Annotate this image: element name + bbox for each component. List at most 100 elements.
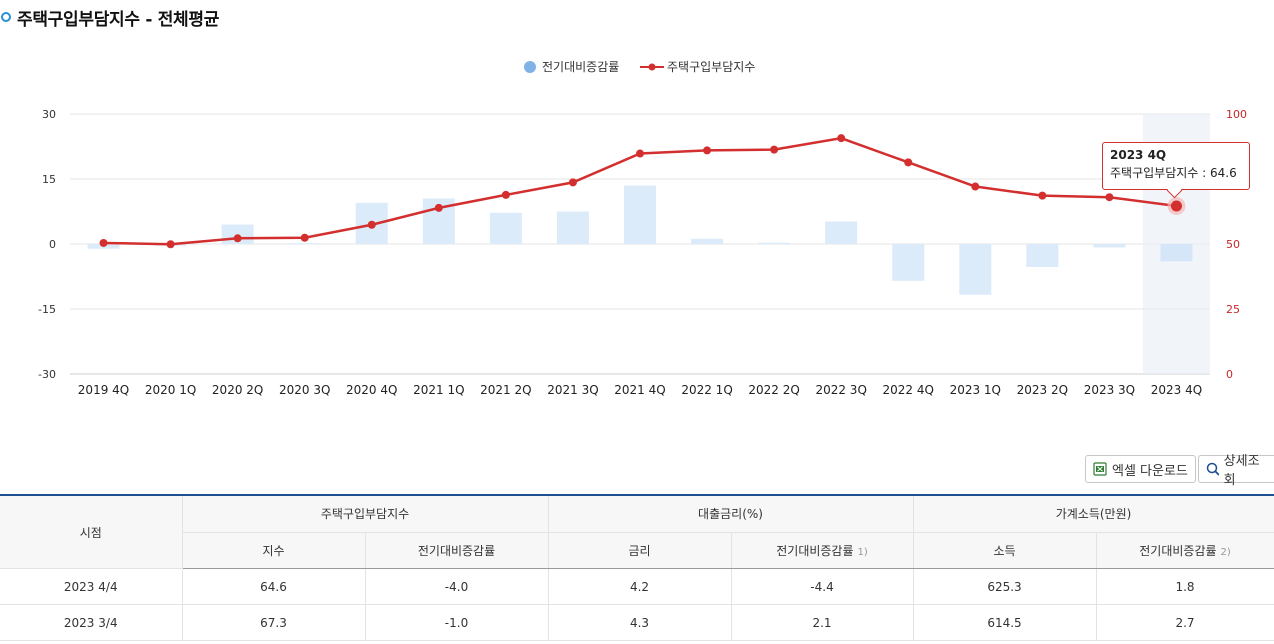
bar[interactable] — [1093, 244, 1126, 248]
y-left-tick-label: -15 — [38, 303, 56, 316]
y-right-tick-label: 50 — [1226, 238, 1240, 251]
x-tick-label: 2021 1Q — [413, 383, 464, 397]
line-point[interactable] — [434, 203, 443, 212]
excel-download-button[interactable]: 엑셀 다운로드 — [1085, 455, 1196, 483]
x-tick-label: 2023 3Q — [1084, 383, 1135, 397]
sub-col: 전기대비증감률 — [364, 531, 549, 569]
y-right-tick-label: 25 — [1226, 303, 1240, 316]
bar[interactable] — [959, 244, 992, 295]
tooltip-label: 주택구입부담지수 — [1110, 166, 1199, 180]
chart-tooltip: 2023 4Q 주택구입부담지수 : 64.6 — [1102, 142, 1250, 190]
table-row: 2023 3/4 67.3 -1.0 4.3 2.1 614.5 2.7 — [0, 604, 1274, 641]
line-point[interactable] — [703, 146, 712, 155]
bar[interactable] — [691, 238, 724, 244]
cell: 4.2 — [547, 568, 732, 605]
col-group-index: 주택구입부담지수 — [181, 494, 549, 533]
bar[interactable] — [892, 244, 925, 281]
line-point[interactable] — [904, 158, 913, 167]
x-tick-label: 2023 2Q — [1017, 383, 1068, 397]
cell: 2023 4/4 — [0, 568, 183, 605]
y-left-tick-label: 0 — [49, 238, 56, 251]
col-group-income: 가계소득(만원) — [912, 494, 1274, 533]
cell: 67.3 — [181, 604, 366, 641]
x-tick-label: 2019 4Q — [78, 383, 129, 397]
legend: 전기대비증감률 주택구입부담지수 — [524, 60, 755, 74]
legend-line-label[interactable]: 주택구입부담지수 — [667, 60, 755, 74]
cell: 614.5 — [912, 604, 1097, 641]
line-point[interactable] — [568, 178, 577, 187]
bar[interactable] — [288, 243, 321, 245]
data-table: 시점 주택구입부담지수 대출금리(%) 가계소득(만원) 지수 전기대비증감률 … — [0, 494, 1274, 641]
gridlines — [70, 113, 1210, 375]
line-point[interactable] — [99, 238, 108, 247]
line-point[interactable] — [971, 182, 980, 191]
bullet-circle-icon — [1, 12, 11, 22]
x-tick-label: 2020 4Q — [346, 383, 397, 397]
table-row: 2023 4/4 64.6 -4.0 4.2 -4.4 625.3 1.8 — [0, 568, 1274, 605]
bar[interactable] — [825, 221, 858, 244]
line-point[interactable] — [837, 134, 846, 143]
detail-search-button[interactable]: 상세조회 — [1198, 454, 1274, 488]
x-tick-label: 2021 2Q — [480, 383, 531, 397]
footnote-1: 1) — [857, 546, 868, 558]
tooltip-title: 2023 4Q — [1110, 148, 1167, 162]
cell: -4.0 — [364, 568, 549, 605]
y-left-tick-label: 30 — [42, 108, 56, 121]
cell: 2023 3/4 — [0, 604, 183, 641]
cell: 1.8 — [1095, 568, 1274, 605]
table-header-row: 시점 주택구입부담지수 대출금리(%) 가계소득(만원) — [0, 494, 1274, 569]
x-tick-label: 2023 4Q — [1151, 383, 1202, 397]
line-point[interactable] — [770, 145, 779, 154]
col-time: 시점 — [0, 494, 183, 569]
y-right-tick-label: 100 — [1226, 108, 1247, 121]
page-title: 주택구입부담지수 - 전체평균 — [17, 9, 220, 30]
x-tick-label: 2023 1Q — [950, 383, 1001, 397]
line-point[interactable] — [636, 149, 644, 158]
sub-col: 소득 — [912, 531, 1097, 569]
col-group-rate: 대출금리(%) — [547, 494, 914, 533]
cell: 64.6 — [181, 568, 366, 605]
x-tick-label: 2022 2Q — [748, 383, 799, 397]
x-tick-label: 2022 4Q — [883, 383, 934, 397]
line-point[interactable] — [300, 233, 309, 242]
sub-col: 전기대비증감률 1) — [730, 531, 914, 569]
bar[interactable] — [758, 242, 791, 244]
bar[interactable] — [624, 185, 656, 245]
x-tick-label: 2020 1Q — [145, 383, 196, 397]
x-tick-label: 2021 4Q — [614, 383, 665, 397]
cell: -4.4 — [730, 568, 914, 605]
bar[interactable] — [489, 212, 522, 244]
line-point[interactable] — [233, 234, 242, 243]
line-point[interactable] — [1105, 193, 1114, 202]
legend-bar-swatch[interactable] — [524, 61, 536, 73]
table-subheader-row: 지수 전기대비증감률 금리 전기대비증감률 1) 소득 전기대비증감률 2) — [0, 531, 1274, 569]
line-point[interactable] — [367, 220, 376, 229]
sub-col: 지수 — [182, 531, 366, 569]
legend-bar-label[interactable]: 전기대비증감률 — [542, 60, 619, 74]
cell: -1.0 — [364, 604, 549, 641]
tooltip-value: 64.6 — [1210, 166, 1237, 180]
sub-col: 금리 — [547, 531, 732, 569]
x-tick-label: 2022 1Q — [681, 383, 732, 397]
footnote-2: 2) — [1220, 546, 1231, 558]
legend-line-marker[interactable] — [648, 63, 656, 71]
line-point[interactable] — [1038, 191, 1047, 200]
tooltip-body: 주택구입부담지수 : 64.6 — [1110, 166, 1237, 180]
x-tick-label: 2020 3Q — [279, 383, 330, 397]
line-point[interactable] — [166, 240, 175, 249]
bar[interactable] — [1026, 244, 1059, 267]
search-icon — [1206, 462, 1219, 476]
x-tick-label: 2020 2Q — [212, 383, 263, 397]
line-point[interactable] — [1170, 200, 1182, 212]
sub-col: 전기대비증감률 2) — [1095, 531, 1274, 569]
line-point[interactable] — [501, 190, 510, 199]
x-tick-label: 2022 3Q — [815, 383, 866, 397]
cell: 4.3 — [547, 604, 732, 641]
title-area: 주택구입부담지수 - 전체평균 — [0, 4, 219, 30]
y-right-tick-label: 0 — [1226, 368, 1233, 381]
y-left-tick-label: 15 — [42, 173, 56, 186]
bar[interactable] — [556, 211, 589, 245]
cell: 2.7 — [1095, 604, 1274, 641]
bar[interactable] — [1160, 244, 1193, 262]
